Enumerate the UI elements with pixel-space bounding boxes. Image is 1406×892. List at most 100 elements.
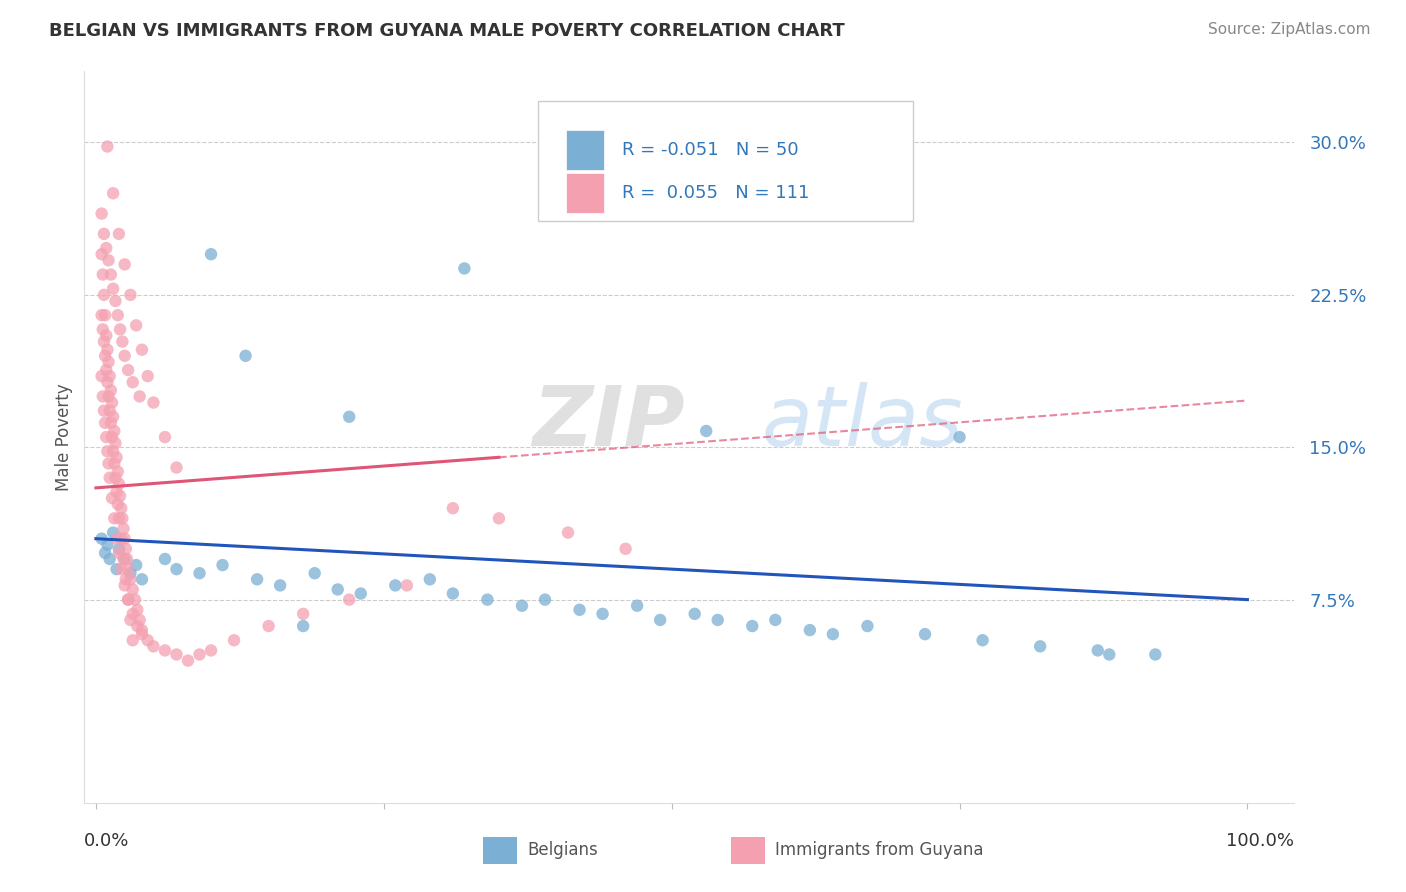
- Point: [108, 546, 131, 560]
- Point: [337, 592, 360, 607]
- Point: [117, 562, 139, 576]
- Point: [166, 460, 188, 475]
- Point: [110, 532, 132, 546]
- Point: [96, 343, 118, 357]
- Point: [125, 558, 148, 573]
- Point: [114, 578, 136, 592]
- Point: [105, 485, 128, 500]
- Text: 0.0%: 0.0%: [84, 832, 129, 850]
- Point: [453, 261, 475, 276]
- Point: [117, 592, 139, 607]
- Point: [188, 648, 211, 662]
- Point: [90, 206, 112, 220]
- Point: [100, 384, 122, 398]
- Point: [246, 572, 269, 586]
- Point: [101, 282, 124, 296]
- Point: [100, 416, 122, 430]
- Point: [103, 457, 125, 471]
- Point: [128, 613, 150, 627]
- Point: [90, 532, 112, 546]
- Point: [117, 592, 139, 607]
- Point: [96, 139, 118, 153]
- Point: [97, 457, 120, 471]
- Point: [821, 627, 844, 641]
- Point: [112, 552, 135, 566]
- Point: [200, 247, 222, 261]
- Point: [96, 376, 118, 390]
- Point: [105, 450, 128, 465]
- Point: [105, 532, 128, 546]
- Point: [120, 613, 142, 627]
- Text: ZIP: ZIP: [531, 382, 685, 463]
- Point: [98, 369, 121, 384]
- Point: [108, 322, 131, 336]
- Point: [124, 592, 146, 607]
- Point: [1087, 643, 1109, 657]
- Point: [136, 369, 159, 384]
- Point: [125, 318, 148, 333]
- Point: [127, 603, 149, 617]
- Point: [1144, 648, 1167, 662]
- Point: [114, 552, 136, 566]
- Text: 100.0%: 100.0%: [1226, 832, 1294, 850]
- Point: [614, 541, 637, 556]
- Point: [153, 643, 176, 657]
- Point: [166, 562, 188, 576]
- Point: [120, 566, 142, 581]
- Point: [136, 633, 159, 648]
- Point: [108, 476, 131, 491]
- Point: [90, 308, 112, 322]
- Point: [706, 613, 728, 627]
- Point: [120, 572, 142, 586]
- Point: [568, 603, 591, 617]
- Point: [269, 578, 291, 592]
- Point: [93, 288, 115, 302]
- Point: [94, 546, 117, 560]
- Point: [131, 623, 153, 637]
- Point: [114, 572, 136, 586]
- Point: [441, 586, 464, 600]
- Point: [395, 578, 418, 592]
- Text: Source: ZipAtlas.com: Source: ZipAtlas.com: [1208, 22, 1371, 37]
- Point: [121, 582, 143, 597]
- Point: [107, 497, 129, 511]
- Point: [101, 491, 124, 505]
- Point: [93, 334, 115, 349]
- Point: [626, 599, 648, 613]
- Point: [650, 613, 672, 627]
- Point: [97, 253, 120, 268]
- Point: [856, 619, 879, 633]
- Point: [96, 444, 118, 458]
- Text: R =  0.055   N = 111: R = 0.055 N = 111: [623, 184, 810, 202]
- Point: [104, 293, 127, 308]
- Point: [111, 334, 134, 349]
- Point: [91, 268, 114, 282]
- Point: [166, 648, 188, 662]
- Point: [948, 430, 970, 444]
- Point: [100, 268, 122, 282]
- Point: [108, 227, 131, 241]
- Point: [103, 424, 125, 438]
- Point: [101, 525, 124, 540]
- Point: [101, 186, 124, 201]
- Point: [97, 389, 120, 403]
- Point: [108, 489, 131, 503]
- Point: [91, 389, 114, 403]
- Bar: [731, 838, 765, 863]
- Point: [695, 424, 717, 438]
- Point: [96, 328, 118, 343]
- Point: [111, 511, 134, 525]
- Point: [142, 395, 165, 409]
- Point: [94, 416, 117, 430]
- Point: [592, 607, 614, 621]
- Text: R = -0.051   N = 50: R = -0.051 N = 50: [623, 141, 799, 159]
- Point: [763, 613, 786, 627]
- Point: [101, 444, 124, 458]
- Point: [103, 511, 125, 525]
- Point: [101, 430, 124, 444]
- Point: [131, 627, 153, 641]
- Point: [441, 501, 464, 516]
- Point: [94, 349, 117, 363]
- Point: [90, 247, 112, 261]
- Text: Immigrants from Guyana: Immigrants from Guyana: [775, 841, 983, 859]
